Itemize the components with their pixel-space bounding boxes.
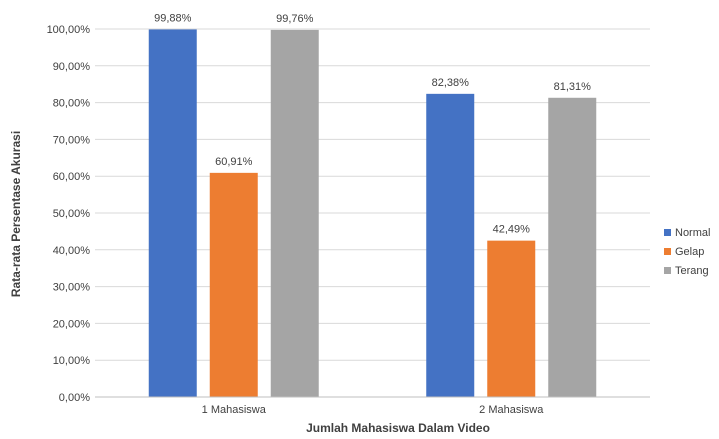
y-axis-ticks: 0,00% 10,00% 20,00% 30,00% 40,00% 50,00% 60,00…: [47, 24, 91, 404]
y-tick-label: 40,00%: [53, 245, 91, 257]
x-axis-ticks: 1 Mahasiswa 2 Mahasiswa: [202, 404, 545, 416]
data-labels: 99,88% 60,91% 99,76% 82,38% 42,49% 81,31%: [154, 12, 591, 235]
y-tick-label: 0,00%: [59, 392, 90, 404]
x-tick-label: 1 Mahasiswa: [202, 404, 267, 416]
y-tick-label: 100,00%: [47, 24, 91, 36]
y-tick-label: 90,00%: [53, 61, 91, 73]
y-tick-label: 80,00%: [53, 98, 91, 110]
y-axis-title: Rata-rata Persentase Akurasi: [9, 131, 23, 297]
y-tick-label: 20,00%: [53, 318, 91, 330]
data-label: 99,76%: [276, 13, 314, 25]
bars: [148, 29, 597, 398]
y-tick-label: 10,00%: [53, 355, 91, 367]
x-tick-label: 2 Mahasiswa: [479, 404, 544, 416]
legend: Normal Gelap Terang: [664, 227, 710, 277]
bar-terang: [548, 97, 597, 397]
bar-terang: [270, 29, 319, 397]
data-label: 42,49%: [493, 224, 531, 236]
legend-swatch-terang: [664, 267, 671, 274]
bar-normal: [148, 29, 197, 398]
data-label: 60,91%: [215, 156, 253, 168]
bar-normal: [426, 93, 475, 397]
data-label: 81,31%: [554, 81, 592, 93]
bar-gelap: [209, 172, 258, 397]
y-tick-label: 30,00%: [53, 282, 91, 294]
legend-swatch-normal: [664, 229, 671, 236]
data-label: 99,88%: [154, 12, 192, 24]
legend-label-terang: Terang: [675, 265, 709, 277]
y-tick-label: 70,00%: [53, 134, 91, 146]
legend-swatch-gelap: [664, 248, 671, 255]
legend-label-gelap: Gelap: [675, 246, 704, 258]
data-label: 82,38%: [432, 77, 470, 89]
legend-label-normal: Normal: [675, 227, 710, 239]
y-tick-label: 60,00%: [53, 171, 91, 183]
y-tick-label: 50,00%: [53, 208, 91, 220]
x-axis-title: Jumlah Mahasiswa Dalam Video: [306, 421, 490, 435]
bar-gelap: [487, 240, 536, 397]
